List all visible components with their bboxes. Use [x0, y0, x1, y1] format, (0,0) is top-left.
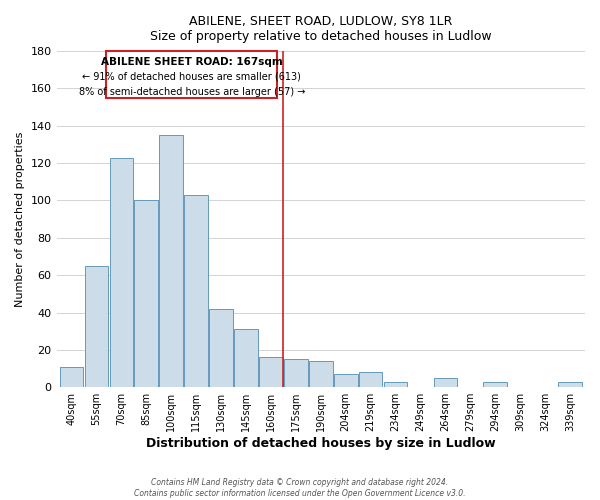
- Text: Contains HM Land Registry data © Crown copyright and database right 2024.
Contai: Contains HM Land Registry data © Crown c…: [134, 478, 466, 498]
- Bar: [309, 361, 332, 387]
- Text: ABILENE SHEET ROAD: 167sqm: ABILENE SHEET ROAD: 167sqm: [101, 56, 283, 66]
- Bar: [334, 374, 358, 387]
- Bar: [184, 195, 208, 387]
- Bar: [284, 359, 308, 387]
- Title: ABILENE, SHEET ROAD, LUDLOW, SY8 1LR
Size of property relative to detached house: ABILENE, SHEET ROAD, LUDLOW, SY8 1LR Siz…: [150, 15, 491, 43]
- Bar: [59, 366, 83, 387]
- FancyBboxPatch shape: [106, 51, 277, 98]
- Bar: [384, 382, 407, 387]
- Y-axis label: Number of detached properties: Number of detached properties: [15, 132, 25, 307]
- X-axis label: Distribution of detached houses by size in Ludlow: Distribution of detached houses by size …: [146, 437, 496, 450]
- Bar: [434, 378, 457, 387]
- Bar: [160, 135, 183, 387]
- Text: ← 91% of detached houses are smaller (613): ← 91% of detached houses are smaller (61…: [82, 72, 301, 82]
- Bar: [359, 372, 382, 387]
- Bar: [259, 358, 283, 387]
- Bar: [85, 266, 108, 387]
- Bar: [209, 309, 233, 387]
- Bar: [558, 382, 582, 387]
- Bar: [110, 158, 133, 387]
- Text: 8% of semi-detached houses are larger (57) →: 8% of semi-detached houses are larger (5…: [79, 86, 305, 97]
- Bar: [234, 330, 258, 387]
- Bar: [134, 200, 158, 387]
- Bar: [484, 382, 507, 387]
